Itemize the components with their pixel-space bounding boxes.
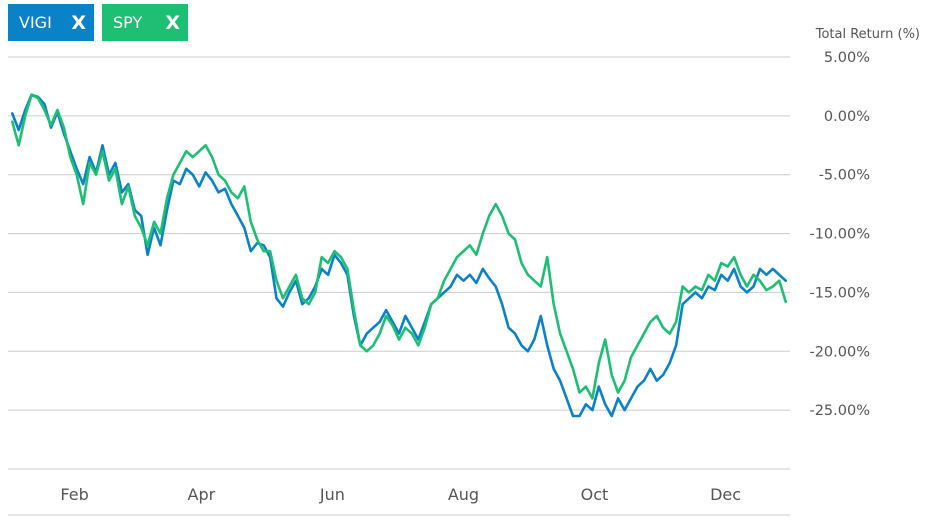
- y-tick-label: -5.00%: [819, 168, 870, 184]
- y-axis-ticks: 5.00% 0.00% -5.00% -10.00% -15.00% -20.00% -25…: [809, 50, 870, 419]
- y-axis-title: Total Return (%): [815, 27, 920, 42]
- spy-series-chip[interactable]: SPY X: [102, 4, 188, 41]
- vigi-chip-label: VIGI: [19, 13, 52, 32]
- x-tick-label: Dec: [710, 485, 741, 504]
- y-tick-label: -20.00%: [809, 344, 870, 360]
- x-axis-ticks: Feb Apr Jun Aug Oct Dec: [60, 485, 741, 504]
- spy-remove-icon[interactable]: X: [165, 11, 180, 34]
- x-tick-label: Feb: [60, 485, 88, 504]
- vigi-series-chip[interactable]: VIGI X: [8, 4, 94, 41]
- x-tick-label: Oct: [581, 485, 609, 504]
- y-tick-label: -10.00%: [809, 227, 870, 243]
- vigi-remove-icon[interactable]: X: [71, 11, 86, 34]
- spy-series-line: [11, 93, 788, 400]
- y-tick-label: 5.00%: [824, 50, 870, 66]
- x-tick-label: Apr: [188, 485, 216, 504]
- y-tick-label: 0.00%: [824, 109, 870, 125]
- series-lines: [11, 93, 788, 418]
- x-tick-label: Jun: [319, 485, 345, 504]
- gridlines: [8, 56, 790, 516]
- y-tick-label: -15.00%: [809, 285, 870, 301]
- spy-chip-label: SPY: [113, 13, 143, 32]
- x-tick-label: Aug: [448, 485, 479, 504]
- y-tick-label: -25.00%: [809, 403, 870, 419]
- vigi-series-line: [11, 93, 788, 418]
